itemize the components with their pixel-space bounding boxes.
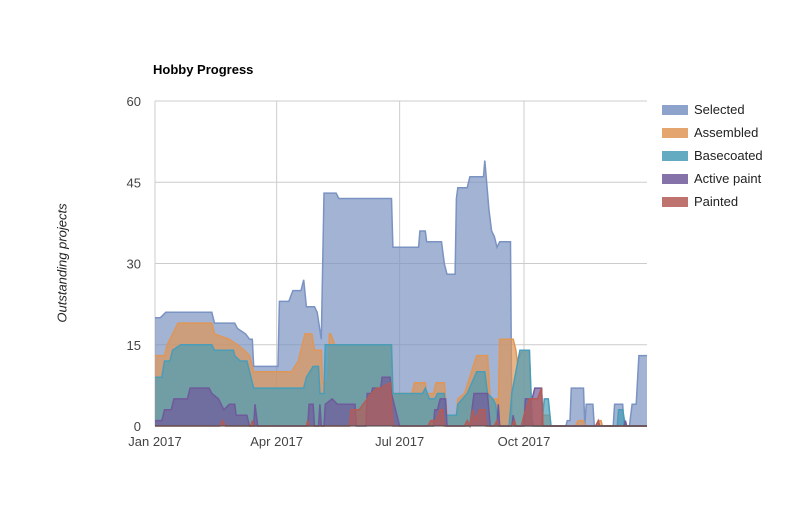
x-tick-label: Jul 2017 bbox=[375, 434, 424, 449]
x-tick-label: Apr 2017 bbox=[250, 434, 303, 449]
y-tick-label: 0 bbox=[134, 419, 141, 434]
legend-label: Active paint bbox=[694, 171, 762, 186]
legend-item[interactable]: Assembled bbox=[662, 121, 763, 144]
x-tick-label: Jan 2017 bbox=[128, 434, 182, 449]
legend-label: Painted bbox=[694, 194, 739, 209]
y-tick-label: 45 bbox=[127, 175, 141, 190]
legend-swatch bbox=[662, 127, 688, 138]
y-tick-label: 15 bbox=[127, 338, 141, 353]
series-line-selected bbox=[155, 160, 647, 427]
legend-label: Assembled bbox=[694, 125, 759, 140]
series-line-active-paint bbox=[155, 376, 647, 427]
series-area-active-paint bbox=[155, 377, 647, 426]
legend: Selected Assembled Basecoated Active paint P… bbox=[662, 98, 763, 213]
y-tick-label: 60 bbox=[127, 94, 141, 109]
legend-swatch bbox=[662, 173, 688, 184]
legend-label: Selected bbox=[694, 102, 745, 117]
series-area-basecoated bbox=[155, 344, 647, 426]
legend-swatch bbox=[662, 104, 688, 115]
legend-item[interactable]: Selected bbox=[662, 98, 763, 121]
series-area-selected bbox=[155, 160, 647, 426]
legend-item[interactable]: Basecoated bbox=[662, 144, 763, 167]
legend-label: Basecoated bbox=[694, 148, 763, 163]
legend-swatch bbox=[662, 150, 688, 161]
legend-item[interactable]: Painted bbox=[662, 190, 763, 213]
y-tick-label: 30 bbox=[127, 257, 141, 272]
x-tick-label: Oct 2017 bbox=[498, 434, 551, 449]
chart-title: Hobby Progress bbox=[153, 62, 254, 77]
legend-swatch bbox=[662, 196, 688, 207]
legend-item[interactable]: Active paint bbox=[662, 167, 763, 190]
